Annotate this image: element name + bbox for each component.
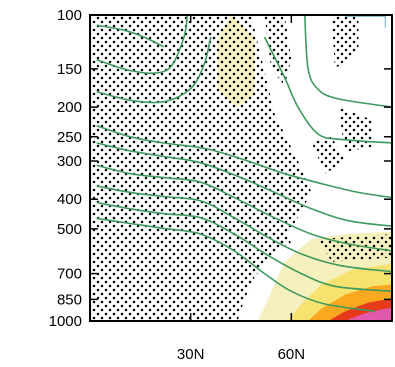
contour-line-9 <box>96 36 212 104</box>
stipple-region-3 <box>331 15 359 69</box>
contour-line-10 <box>263 36 392 144</box>
x-axis: 30N 60N <box>177 15 305 363</box>
stipple-region-7 <box>264 228 292 249</box>
contour-line-3 <box>96 164 392 252</box>
y-tick-label: 700 <box>57 266 82 283</box>
y-tick-label: 500 <box>57 221 82 238</box>
y-tick-label: 100 <box>57 7 82 24</box>
shaded-region-6 <box>345 307 392 321</box>
y-tick-label: 250 <box>57 129 82 146</box>
contour-line-6 <box>96 217 376 313</box>
stipple-region-4 <box>338 107 372 152</box>
x-tick-label: 60N <box>278 346 306 363</box>
contour-line-5 <box>96 201 392 293</box>
y-tick-label: 400 <box>57 191 82 208</box>
contour-line-1 <box>96 124 392 199</box>
y-tick-label: 1000 <box>49 313 82 330</box>
y-tick-label: 200 <box>57 99 82 116</box>
contour-line-8 <box>96 15 189 75</box>
x-tick-label: 30N <box>177 346 205 363</box>
stipple-region-2 <box>264 15 292 86</box>
contour-line-2 <box>96 142 392 227</box>
contour-line-7 <box>96 24 165 48</box>
y-tick-label: 300 <box>57 153 82 170</box>
stipple-region-6 <box>274 192 298 221</box>
corner-contour <box>345 15 386 28</box>
stipple-region-1 <box>90 15 312 321</box>
stipple-region-5 <box>311 136 345 174</box>
contour-line-11 <box>304 15 392 108</box>
plot-area <box>90 15 392 321</box>
y-axis: 100 150 200 250 300 400 500 700 850 1000 <box>49 7 392 330</box>
contour-line-4 <box>96 185 392 273</box>
y-tick-label: 150 <box>57 61 82 78</box>
plot-frame <box>89 14 393 322</box>
y-tick-label: 850 <box>57 291 82 308</box>
